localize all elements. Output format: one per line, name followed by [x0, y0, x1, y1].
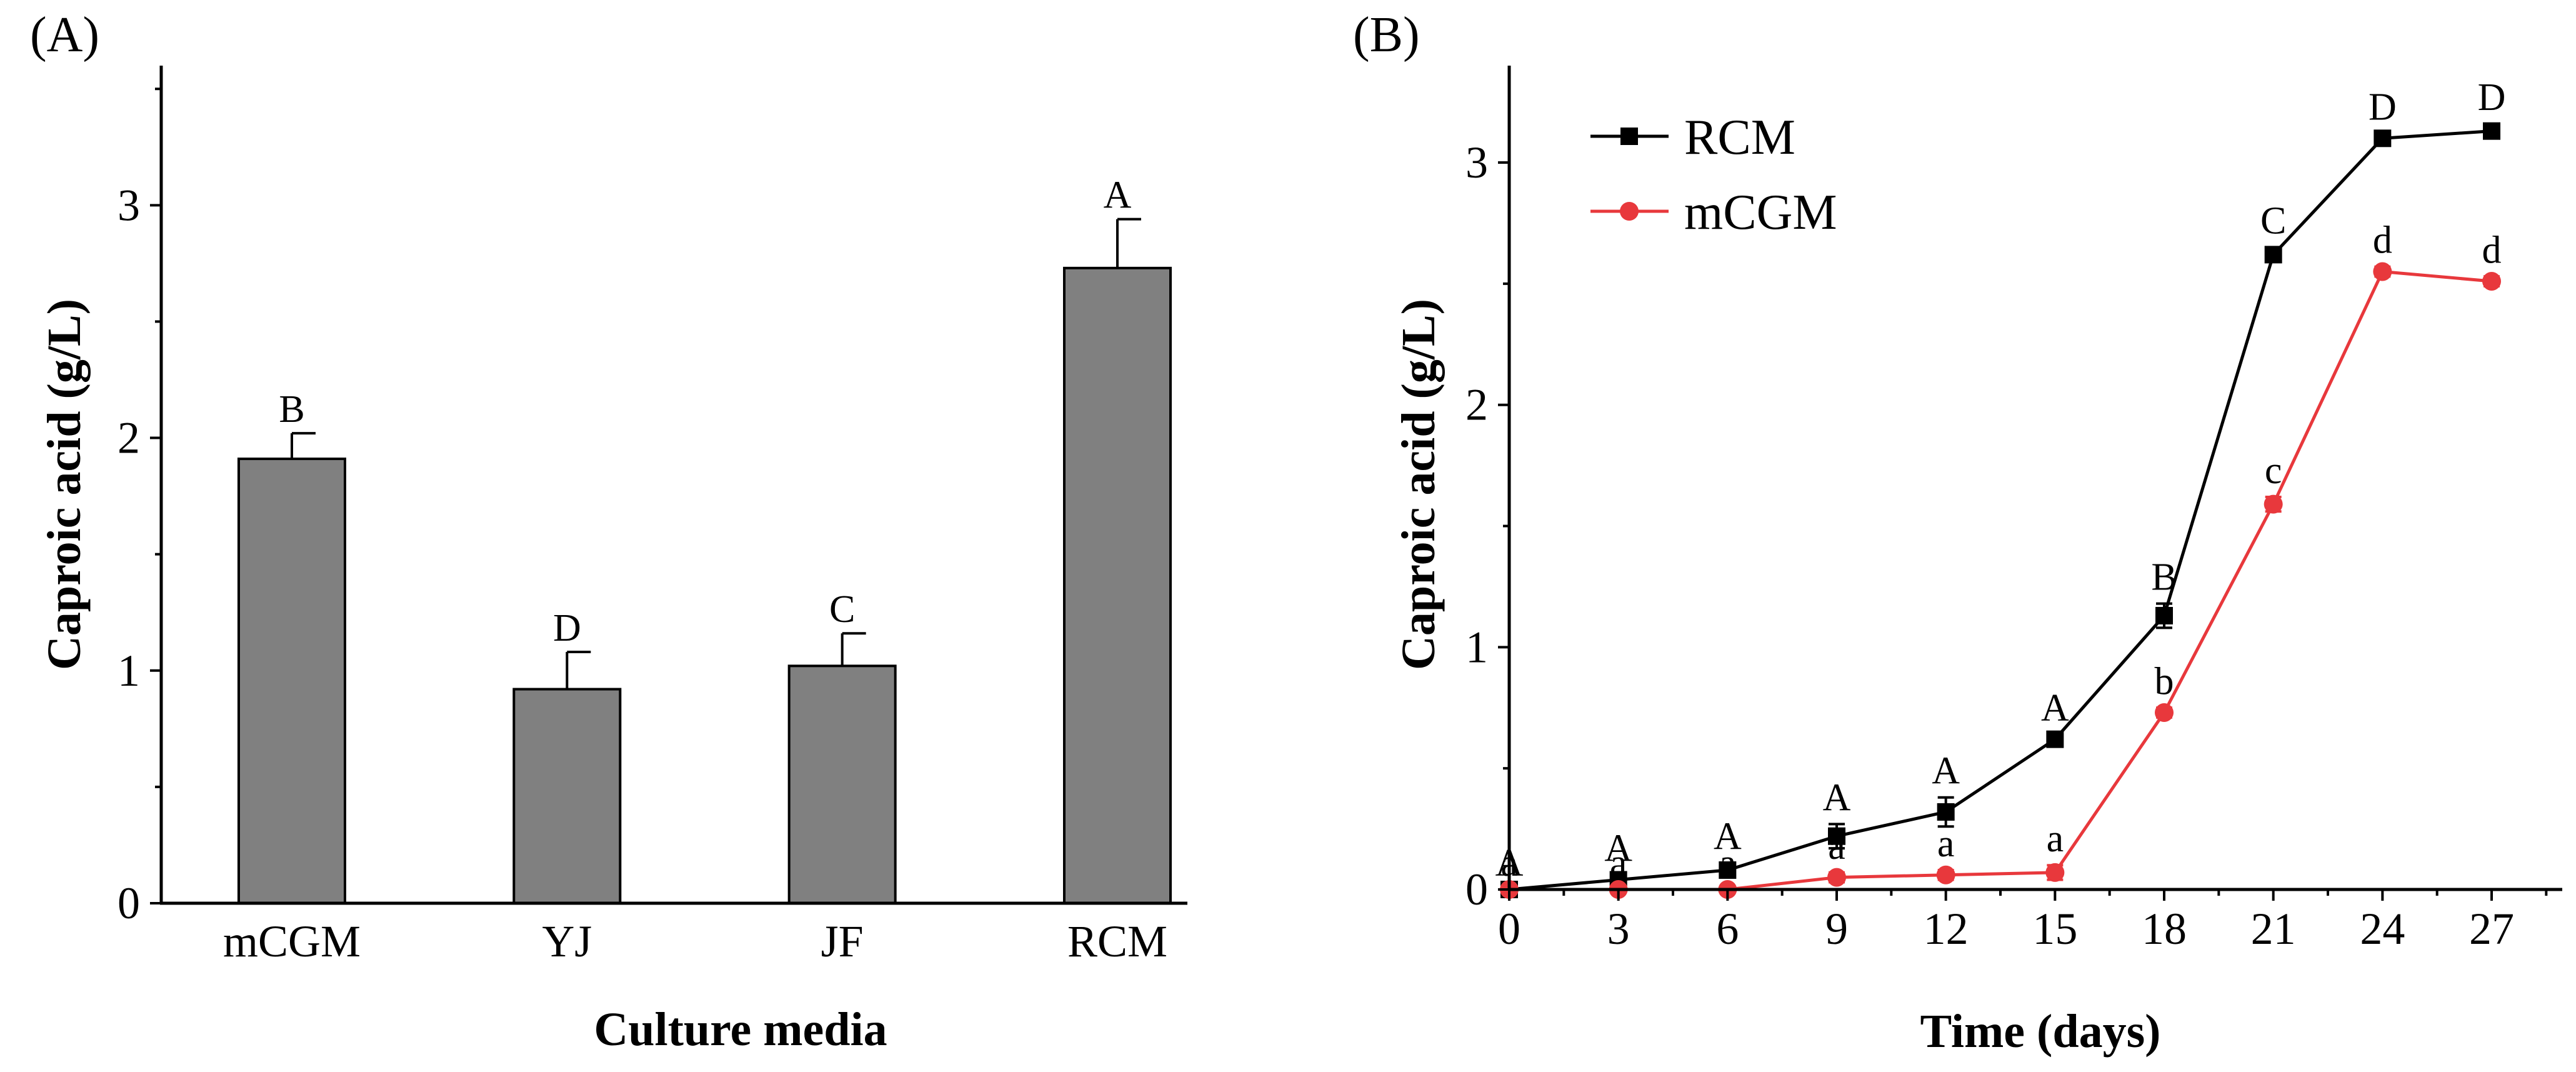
y-tick-label: 2	[117, 413, 140, 463]
x-tick-label: 15	[2032, 904, 2077, 954]
data-point-rcm	[1719, 861, 1737, 879]
x-tick-label: 24	[2360, 904, 2405, 954]
panel-a: (A) B D C A 0 1 2 3 mCGM YJ JF RCM Caproic acid (…	[30, 8, 1187, 1056]
panel-a-x-axis-title: Culture media	[594, 1003, 887, 1056]
significance-label-rcm: A	[1714, 815, 1742, 858]
panel-a-significance-labels: B D C A	[279, 174, 1131, 649]
significance-label-rcm: D	[2369, 86, 2397, 129]
significance-label-rcm: B	[2151, 556, 2177, 599]
panel-a-label: (A)	[30, 8, 99, 63]
significance-label-mcgm: B	[279, 388, 304, 431]
significance-label-jf: C	[829, 588, 855, 631]
x-tick-label-rcm: RCM	[1067, 916, 1167, 966]
y-tick-label: 3	[1465, 138, 1488, 188]
data-point-mcgm	[2373, 262, 2392, 281]
legend-label-mcgm: mCGM	[1684, 185, 1837, 240]
panel-b-x-ticks: 0 3 6 9 12 15 18 21 24 27	[1498, 889, 2548, 954]
x-tick-label: 18	[2142, 904, 2187, 954]
significance-label-rcm: C	[2260, 200, 2286, 243]
significance-label-mcgm: a	[1937, 823, 1955, 865]
y-tick-label: 2	[1465, 380, 1488, 430]
legend-marker-mcgm	[1620, 202, 1639, 221]
significance-label-yj: D	[553, 607, 581, 649]
data-point-mcgm	[2155, 703, 2174, 723]
panel-a-bars	[237, 266, 1172, 905]
x-tick-label: 0	[1498, 904, 1520, 954]
panel-b-label: (B)	[1353, 8, 1420, 63]
x-tick-label: 21	[2251, 904, 2296, 954]
x-tick-label: 9	[1825, 904, 1848, 954]
panel-b-y-ticks: 0 1 2 3	[1465, 138, 1509, 914]
significance-label-mcgm: a	[1610, 842, 1627, 884]
legend: RCM mCGM	[1590, 110, 1837, 240]
data-point-rcm	[2046, 730, 2064, 748]
significance-label-rcm: A	[1604, 828, 1632, 870]
legend-marker-rcm	[1620, 128, 1638, 145]
panel-a-x-ticks: mCGM YJ JF RCM	[223, 916, 1167, 966]
data-point-rcm	[2374, 129, 2392, 148]
x-tick-label: 6	[1716, 904, 1739, 954]
x-tick-label: 3	[1607, 904, 1630, 954]
data-point-mcgm	[1936, 865, 1955, 884]
bar-rcm	[1063, 266, 1172, 905]
x-tick-label-jf: JF	[821, 916, 864, 966]
significance-label-mcgm: d	[2373, 219, 2392, 262]
y-tick-label: 0	[117, 878, 140, 928]
y-tick-label: 3	[117, 180, 140, 230]
panel-a-y-axis-title: Caproic acid (g/L)	[38, 299, 91, 670]
panel-a-y-ticks: 0 1 2 3	[117, 88, 161, 928]
y-tick-label: 1	[117, 646, 140, 696]
legend-label-rcm: RCM	[1684, 110, 1795, 165]
significance-label-mcgm: c	[2265, 449, 2282, 492]
significance-label-rcm: A	[1104, 174, 1132, 217]
y-tick-label: 1	[1465, 622, 1488, 672]
data-point-mcgm	[1827, 868, 1846, 887]
significance-label-mcgm: a	[1719, 842, 1737, 884]
data-point-rcm	[2155, 606, 2173, 624]
significance-label-rcm: A	[1823, 776, 1851, 819]
series-line-mcgm	[1509, 269, 2492, 891]
data-point-rcm	[2264, 246, 2282, 264]
bar-jf	[787, 664, 897, 905]
data-point-mcgm	[2482, 272, 2501, 291]
bar-mcgm	[237, 458, 346, 904]
x-tick-label: 27	[2469, 904, 2514, 954]
x-tick-label-mcgm: mCGM	[223, 916, 361, 966]
series-line-rcm	[1509, 129, 2492, 891]
panel-b-x-axis-title: Time (days)	[1920, 1005, 2161, 1058]
data-point-rcm	[1828, 827, 1845, 845]
y-tick-label: 0	[1465, 864, 1488, 914]
x-tick-label-yj: YJ	[542, 916, 592, 966]
data-point-mcgm	[2264, 494, 2283, 514]
significance-label-rcm: A	[1932, 750, 1960, 793]
data-point-rcm	[2483, 122, 2500, 140]
significance-label-mcgm: a	[1828, 825, 1845, 868]
significance-label-mcgm: a	[2047, 818, 2064, 860]
data-point-rcm	[1937, 803, 1955, 821]
significance-label-mcgm: b	[2155, 660, 2174, 703]
panel-a-error-bars	[291, 218, 1141, 689]
bar-yj	[512, 688, 622, 904]
significance-label-rcm: A	[2041, 687, 2069, 729]
significance-label-mcgm: d	[2482, 229, 2502, 271]
panel-b-y-axis-title: Caproic acid (g/L)	[1392, 299, 1445, 670]
significance-label-rcm: D	[2478, 76, 2506, 119]
data-point-mcgm	[2045, 863, 2065, 882]
x-tick-label: 12	[1924, 904, 1969, 954]
